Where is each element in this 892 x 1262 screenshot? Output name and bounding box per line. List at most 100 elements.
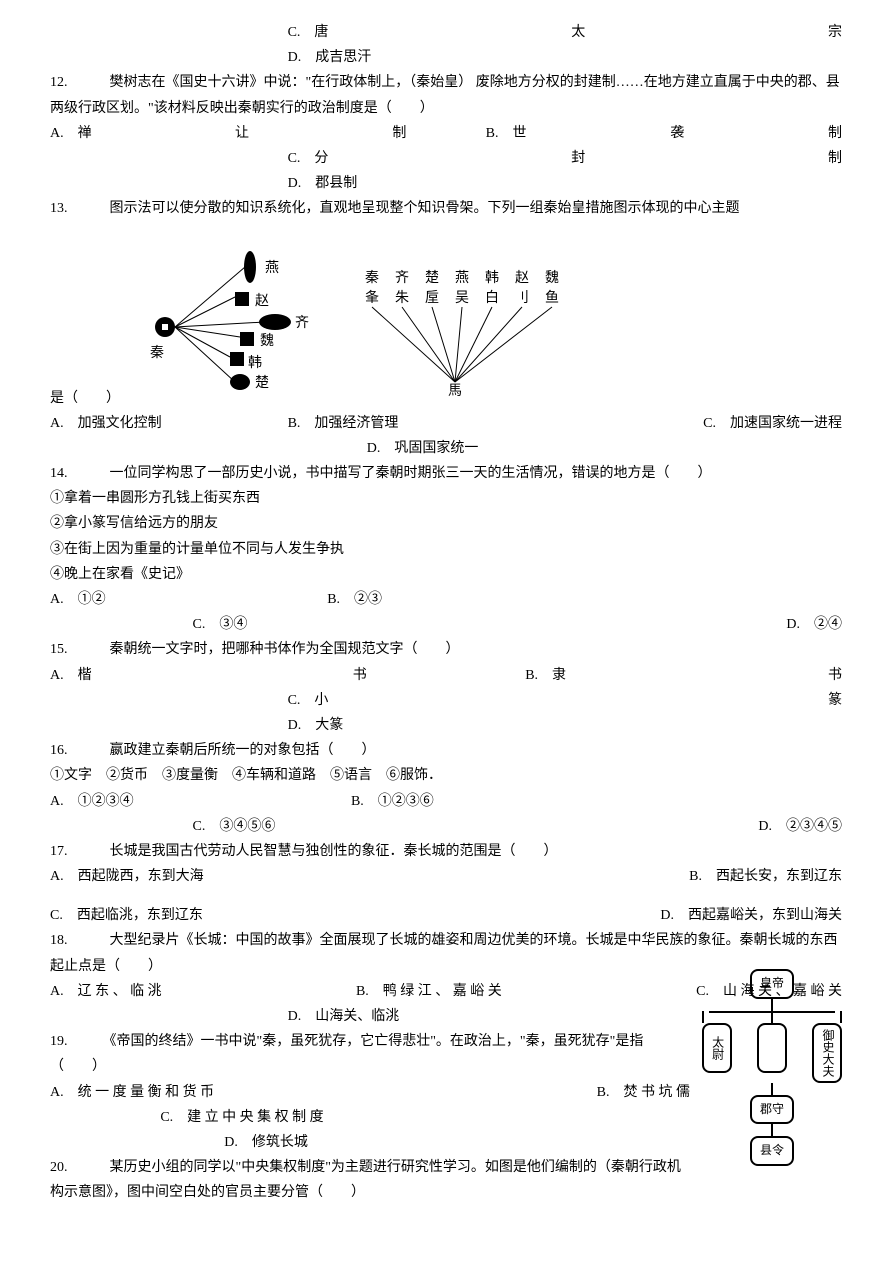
q17-cd: C. 西起临洮，东到辽东 D. 西起嘉峪关，东到山海关	[50, 903, 842, 928]
q18-abc: A. 辽 东 、 临 洮 B. 鸭 绿 江 、 嘉 峪 关 C. 山 海 关 、…	[50, 979, 842, 1004]
q17-ab: A. 西起陇西，东到大海 B. 西起长安，东到辽东	[50, 864, 842, 889]
q15-num: 15.	[50, 642, 68, 657]
q12-a2: 让	[235, 121, 249, 146]
q12-b1: B. 世	[486, 121, 527, 146]
q11-optC: C. 唐 太 宗	[50, 20, 842, 45]
q17-a: A. 西起陇西，东到大海	[50, 864, 204, 889]
script-zhao: 赵	[515, 270, 529, 286]
q16-a: A. ①②③④	[50, 789, 351, 814]
q19-b: B. 焚 书 坑 儒	[597, 1080, 690, 1105]
q13-b: B. 加强经济管理	[288, 411, 526, 436]
state-yan: 燕	[265, 260, 279, 276]
opt-d-text: D. 成吉思汗	[288, 50, 372, 65]
q12-c2: 封	[571, 146, 585, 171]
q14-i2: ②拿小篆写信给远方的朋友	[50, 511, 842, 536]
svg-text:吴: 吴	[455, 291, 469, 306]
svg-text:垕: 垕	[425, 290, 439, 306]
q15-d-text: D. 大篆	[288, 718, 344, 733]
q15: 15. 秦朝统一文字时，把哪种书体作为全国规范文字（ ）	[50, 637, 842, 662]
q12-text: 樊树志在《国史十六讲》中说："在行政体制上，（秦始皇） 废除地方分权的封建制………	[50, 75, 840, 115]
q15-b2: 书	[828, 663, 842, 688]
q12-d-text: D. 郡县制	[288, 176, 358, 191]
q13-a: A. 加强文化控制	[50, 411, 288, 436]
svg-text:馬: 馬	[448, 384, 462, 397]
q15-a2: 书	[353, 663, 367, 688]
opt-c-part1: C. 唐	[288, 20, 329, 45]
q12-num: 12.	[50, 75, 68, 90]
q13-opts: A. 加强文化控制 B. 加强经济管理 C. 加速国家统一进程	[50, 411, 842, 436]
q19-ab: A. 统 一 度 量 衡 和 货 币 B. 焚 书 坑 儒	[50, 1080, 690, 1105]
q14-text: 一位同学构思了一部历史小说，书中描写了秦朝时期张三一天的生活情况，错误的地方是（…	[110, 466, 712, 481]
q16-num: 16.	[50, 743, 68, 758]
q16-d: D. ②③④⑤	[758, 814, 842, 839]
q13-d-text: D. 巩固国家统一	[367, 441, 479, 456]
diagram-yushi: 御史大夫	[812, 1023, 842, 1083]
q15-c: C. 小 篆	[50, 688, 842, 713]
q17: 17. 长城是我国古代劳动人民智慧与独创性的象征．秦长城的范围是（ ）	[50, 839, 842, 864]
q18-b: B. 鸭 绿 江 、 嘉 峪 关	[356, 979, 502, 1004]
q15-text: 秦朝统一文字时，把哪种书体作为全国规范文字（ ）	[110, 642, 460, 657]
svg-text:刂: 刂	[515, 290, 529, 306]
q18-num: 18.	[50, 933, 68, 948]
q13-c: C. 加速国家统一进程	[525, 411, 842, 436]
script-wei: 魏	[545, 270, 559, 286]
q14-ab: A. ①② B. ②③	[50, 587, 842, 612]
q15-c1: C. 小	[288, 688, 329, 713]
state-chu: 楚	[255, 375, 269, 391]
q13-d: D. 巩固国家统一	[50, 436, 842, 461]
q18-text: 大型纪录片《长城：中国的故事》全面展现了长城的雄姿和周边优美的环境。长城是中华民…	[50, 933, 838, 973]
q19-a: A. 统 一 度 量 衡 和 货 币	[50, 1080, 214, 1105]
q12-ab: A. 禅让制 B. 世袭制	[50, 121, 842, 146]
script-chu: 楚	[425, 270, 439, 286]
q12-a1: A. 禅	[50, 121, 92, 146]
svg-text:鱼: 鱼	[545, 289, 559, 306]
q16: 16. 嬴政建立秦朝后所统一的对象包括（ ）	[50, 738, 842, 763]
q19-cd: C. 建 立 中 央 集 权 制 度	[50, 1105, 690, 1130]
q19-c: C. 建 立 中 央 集 权 制 度	[50, 1105, 434, 1130]
q12-d: D. 郡县制	[50, 171, 842, 196]
script-yan: 燕	[455, 270, 469, 286]
q12-c3: 制	[828, 146, 842, 171]
opt-c-part2: 太	[571, 20, 585, 45]
q14-a: A. ①②	[50, 587, 327, 612]
q18-d-text: D. 山海关、临洮	[288, 1009, 400, 1024]
q15-c2: 篆	[828, 688, 842, 713]
script-han: 韩	[485, 270, 499, 286]
q17-b: B. 西起长安，东到辽东	[689, 864, 842, 889]
q14-b: B. ②③	[327, 587, 382, 612]
spacer	[50, 889, 842, 903]
q14-cd: C. ③④ D. ②④	[50, 612, 842, 637]
q18-a: A. 辽 东 、 临 洮	[50, 979, 162, 1004]
q11-optD: D. 成吉思汗	[50, 45, 842, 70]
q16-ab: A. ①②③④ B. ①②③⑥	[50, 789, 842, 814]
diagram-blank	[757, 1023, 787, 1073]
script-qin: 秦	[365, 270, 379, 286]
q18-c: C. 山 海 关 、 嘉 峪 关	[696, 979, 842, 1004]
q17-text: 长城是我国古代劳动人民智慧与独创性的象征．秦长城的范围是（ ）	[110, 844, 558, 859]
q14-num: 14.	[50, 466, 68, 481]
q12-c: C. 分 封 制	[50, 146, 842, 171]
svg-text:白: 白	[485, 290, 499, 306]
q12-b3: 制	[828, 121, 842, 146]
q13: 13. 图示法可以使分散的知识系统化，直观地呈现整个知识骨架。下列一组秦始皇措施…	[50, 196, 842, 221]
diagram-junshou: 郡守	[750, 1095, 794, 1125]
q15-b1: B. 隶	[525, 663, 566, 688]
state-qi: 齐	[295, 315, 309, 331]
q14-d: D. ②④	[786, 612, 842, 637]
opt-c-part3: 宗	[828, 20, 842, 45]
diagram-xianling: 县令	[750, 1136, 794, 1166]
q12-c1: C. 分	[288, 146, 329, 171]
q13-num: 13.	[50, 201, 68, 216]
state-wei: 魏	[260, 333, 274, 349]
q16-items: ①文字 ②货币 ③度量衡 ④车辆和道路 ⑤语言 ⑥服饰．	[50, 763, 842, 788]
q17-c: C. 西起临洮，东到辽东	[50, 903, 203, 928]
q15-d: D. 大篆	[50, 713, 842, 738]
q19-d-text: D. 修筑长城	[224, 1135, 308, 1150]
state-zhao: 赵	[255, 293, 269, 309]
q20: 20. 某历史小组的同学以"中央集权制度"为主题进行研究性学习。如图是他们编制的…	[50, 1155, 690, 1205]
q16-text: 嬴政建立秦朝后所统一的对象包括（ ）	[110, 743, 376, 758]
q20-num: 20.	[50, 1160, 68, 1175]
q16-cd: C. ③④⑤⑥ D. ②③④⑤	[50, 814, 842, 839]
svg-text:朱: 朱	[395, 290, 409, 306]
q16-c: C. ③④⑤⑥	[193, 814, 276, 839]
